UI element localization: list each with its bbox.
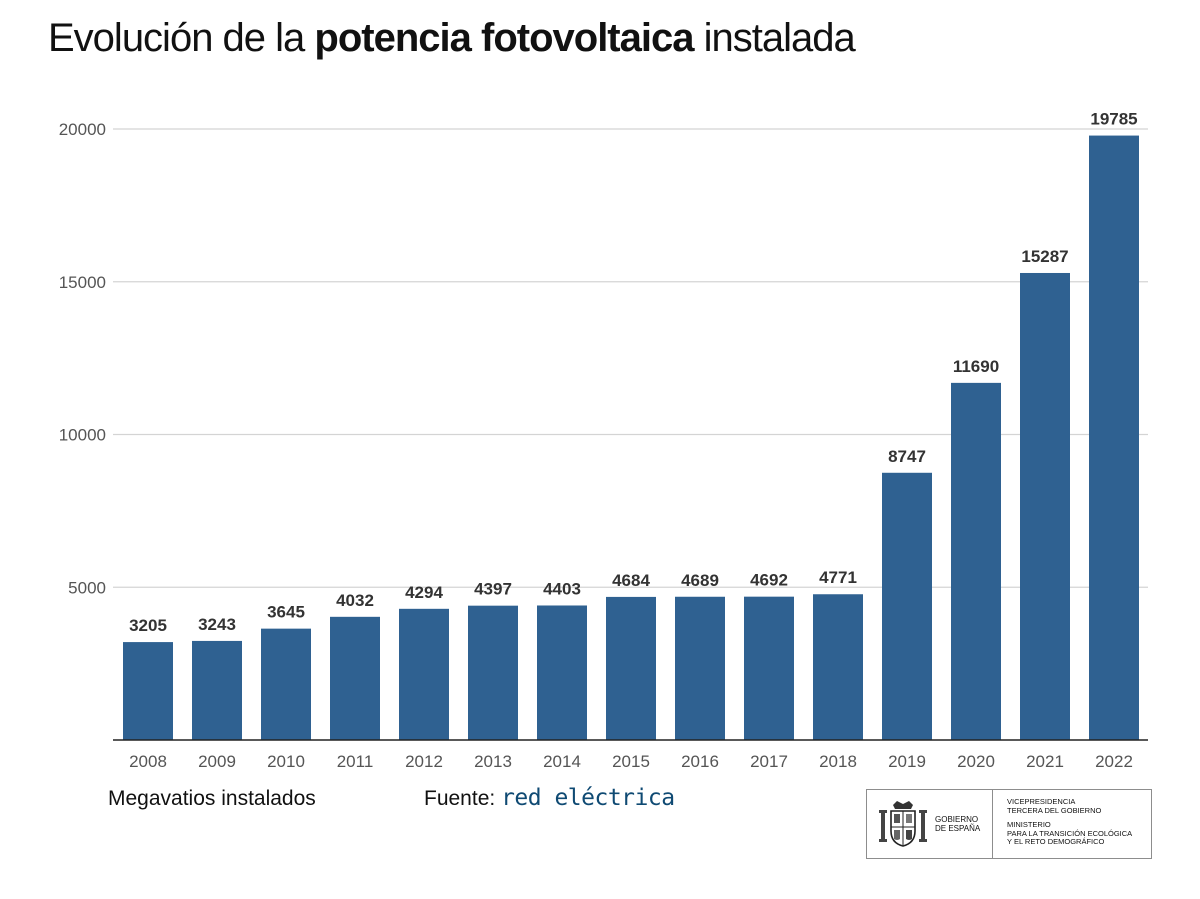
x-tick-label: 2015: [612, 752, 650, 771]
data-label: 3243: [198, 615, 236, 634]
vicepresidency-label: VICEPRESIDENCIA TERCERA DEL GOBIERNO: [1007, 797, 1102, 815]
bar-2015: [606, 596, 656, 740]
x-tick-label: 2016: [681, 752, 719, 771]
data-label: 8747: [888, 447, 926, 466]
title-suffix: instalada: [703, 16, 856, 60]
data-label: 4403: [543, 579, 581, 598]
bar-2020: [951, 382, 1001, 740]
bar-2014: [537, 605, 587, 740]
source-logo: red eléctrica: [501, 785, 675, 811]
data-label: 3205: [129, 616, 167, 635]
data-label: 4032: [336, 591, 374, 610]
data-label: 4684: [612, 571, 650, 590]
government-logo-block: GOBIERNO DE ESPAÑA VICEPRESIDENCIA TERCE…: [866, 789, 1152, 859]
x-tick-label: 2018: [819, 752, 857, 771]
x-axis-ticks: 2008 2009 2010 2011 2012 2013 2014 2015 2016 2017…: [129, 752, 1133, 771]
bar-2010: [261, 628, 311, 740]
bar-2009: [192, 640, 242, 740]
x-tick-label: 2010: [267, 752, 305, 771]
bar-2016: [675, 596, 725, 740]
government-of-spain: GOBIERNO DE ESPAÑA: [867, 790, 993, 858]
data-label: 11690: [953, 357, 999, 376]
bars: [123, 135, 1139, 741]
bar-2013: [468, 605, 518, 740]
bar-2019: [882, 472, 932, 740]
data-label: 15287: [1021, 247, 1068, 266]
x-tick-label: 2012: [405, 752, 443, 771]
y-tick-label: 10000: [59, 426, 106, 445]
x-tick-label: 2011: [337, 752, 374, 771]
data-label: 4294: [405, 583, 443, 602]
title-prefix: Evolución de la: [48, 16, 305, 60]
government-name: GOBIERNO DE ESPAÑA: [935, 815, 981, 833]
bar-2011: [330, 616, 380, 740]
ministry-label: MINISTERIO PARA LA TRANSICIÓN ECOLÓGICA …: [1007, 820, 1133, 846]
source-prefix: Fuente:: [424, 787, 496, 810]
x-tick-label: 2014: [543, 752, 581, 771]
y-tick-label: 20000: [59, 120, 106, 139]
bar-2022: [1089, 135, 1139, 741]
data-label: 4692: [750, 571, 788, 590]
bar-2018: [813, 594, 863, 740]
data-label: 3645: [267, 603, 305, 622]
unit-label: Megavatios instalados: [108, 787, 316, 810]
data-label: 19785: [1090, 110, 1137, 129]
x-tick-label: 2013: [474, 752, 512, 771]
y-tick-label: 5000: [68, 578, 106, 597]
bar-2017: [744, 596, 794, 740]
bar-chart: 5000 10000 15000 20000 3205 3243 3645 4032 4294…: [59, 110, 1148, 771]
x-tick-label: 2017: [750, 752, 788, 771]
data-labels: 3205 3243 3645 4032 4294 4397 4403 4684 4689 4692…: [129, 110, 1138, 636]
source-line: Fuente: red eléctrica: [424, 785, 675, 811]
x-tick-label: 2021: [1026, 752, 1064, 771]
x-tick-label: 2008: [129, 752, 167, 771]
x-tick-label: 2009: [198, 752, 236, 771]
chart-title: Evolución de la potencia fotovoltaica in…: [48, 16, 856, 61]
data-label: 4397: [474, 580, 512, 599]
y-axis-ticks: 5000 10000 15000 20000: [59, 120, 106, 597]
bar-2008: [123, 642, 173, 740]
data-label: 4689: [681, 571, 719, 590]
y-tick-label: 15000: [59, 273, 106, 292]
spain-coat-of-arms-icon: [879, 801, 927, 847]
x-tick-label: 2019: [888, 752, 926, 771]
data-label: 4771: [819, 568, 857, 587]
title-bold: potencia fotovoltaica: [314, 16, 694, 60]
x-tick-label: 2020: [957, 752, 995, 771]
bar-2012: [399, 608, 449, 740]
ministry-text: VICEPRESIDENCIA TERCERA DEL GOBIERNO MIN…: [993, 790, 1151, 858]
x-tick-label: 2022: [1095, 752, 1133, 771]
bar-2021: [1020, 272, 1070, 740]
